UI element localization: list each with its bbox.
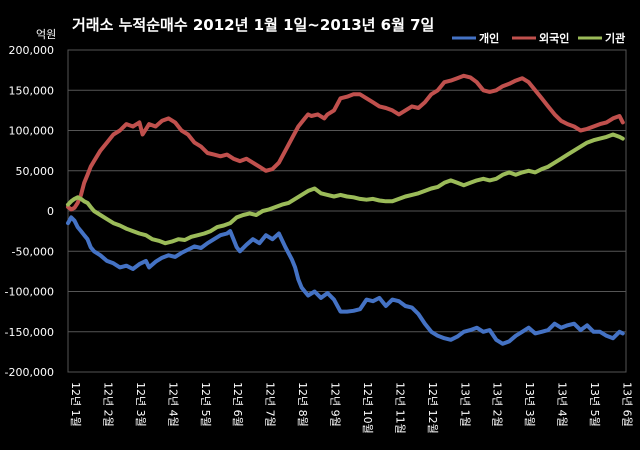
y-tick-label: 150,000 — [9, 84, 55, 97]
x-tick-label: 12년 8월 — [296, 382, 309, 427]
legend-label: 개인 — [479, 31, 499, 45]
y-tick-label: -50,000 — [12, 245, 54, 258]
y-tick-label: -200,000 — [5, 366, 54, 379]
x-tick-label: 12년 4월 — [166, 382, 179, 427]
x-tick-label: 13년 5월 — [588, 382, 601, 427]
x-tick-label: 13년 2월 — [491, 382, 504, 427]
x-tick-label: 12년 11월 — [393, 382, 406, 434]
x-tick-label: 12년 9월 — [329, 382, 342, 427]
x-tick-label: 12년 10월 — [361, 382, 374, 434]
x-tick-label: 12년 2월 — [101, 382, 114, 427]
y-tick-label: 50,000 — [16, 165, 55, 178]
legend-label: 기관 — [605, 31, 625, 45]
y-tick-label: -100,000 — [5, 286, 54, 299]
y-tick-label: 100,000 — [9, 125, 55, 138]
y-axis-ticks: 200,000 150,000 100,000 50,000 0 -50,000 -100,… — [5, 44, 54, 379]
x-tick-label: 12년 7월 — [264, 382, 277, 427]
x-tick-label: 12년 1월 — [69, 382, 82, 427]
legend-label: 외국인 — [539, 31, 569, 45]
x-tick-label: 13년 3월 — [523, 382, 536, 427]
x-tick-label: 12년 5월 — [199, 382, 212, 427]
x-tick-label: 13년 6월 — [621, 382, 634, 427]
series-line — [66, 215, 625, 346]
x-tick-label: 12년 6월 — [231, 382, 244, 427]
series-line — [66, 73, 625, 212]
chart-title: 거래소 누적순매수 2012년 1월 1일~2013년 6월 7일 — [72, 16, 434, 34]
y-tick-label: 0 — [47, 205, 54, 218]
y-tick-label: -150,000 — [5, 326, 54, 339]
x-tick-label: 13년 4월 — [556, 382, 569, 427]
x-axis-ticks: 12년 1월 12년 2월 12년 3월 12년 4월 12년 5월 12년 6월 12년 … — [69, 382, 634, 434]
x-tick-label: 13년 1월 — [458, 382, 471, 427]
x-tick-label: 12년 3월 — [134, 382, 147, 427]
series-line — [66, 132, 625, 246]
y-tick-label: 200,000 — [9, 44, 55, 57]
legend: 개인 외국인 기관 — [452, 31, 625, 45]
y-axis-unit-label: 억원 — [36, 28, 56, 41]
x-tick-label: 12년 12월 — [426, 382, 439, 434]
series-lines — [66, 73, 625, 346]
